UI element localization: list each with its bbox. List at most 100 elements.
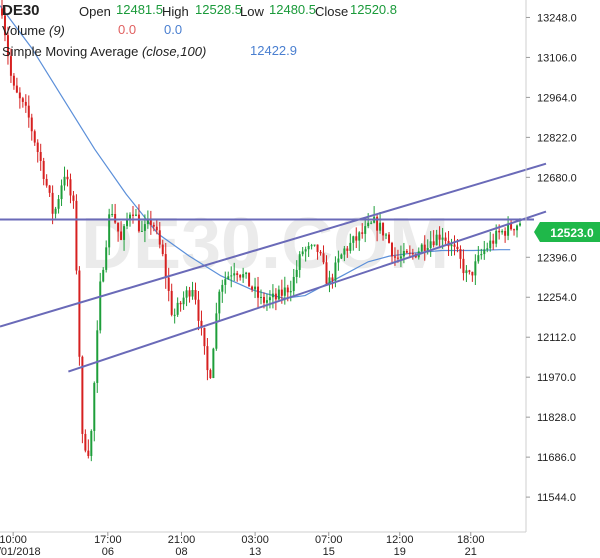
- y-tick-label: 11544.0: [537, 492, 576, 504]
- candle-body: [218, 291, 221, 314]
- candle-body: [393, 256, 396, 258]
- candle-body: [87, 450, 90, 456]
- candle-body: [161, 244, 164, 255]
- candle-body: [390, 242, 393, 257]
- candle-body: [164, 254, 167, 278]
- candle-body: [221, 284, 224, 292]
- price-tag-label: 12523.0: [550, 226, 594, 240]
- sma-param: (close,100): [141, 44, 207, 59]
- candle-body: [140, 230, 143, 232]
- y-tick-label: 12254.0: [537, 292, 577, 304]
- candle-body: [108, 214, 111, 248]
- candle-body: [75, 200, 78, 271]
- trendline[interactable]: [0, 162, 547, 328]
- sma-value: 12422.9: [250, 43, 297, 58]
- y-tick-label: 12112.0: [537, 332, 576, 344]
- candle-body: [173, 314, 176, 316]
- x-tick-date: 19: [394, 546, 406, 558]
- candle-body: [191, 290, 194, 297]
- candle-body: [331, 277, 334, 281]
- x-tick-time: 21:00: [168, 534, 196, 546]
- candle-body: [271, 293, 274, 298]
- candle-body: [504, 231, 507, 236]
- candle-body: [334, 262, 337, 281]
- candle-body: [501, 231, 504, 233]
- candle-body: [1, 8, 3, 16]
- candle-body: [516, 225, 519, 231]
- candle-body: [456, 246, 459, 250]
- candle-body: [155, 226, 158, 231]
- candle-body: [146, 219, 149, 225]
- sma-line: [0, 5, 511, 299]
- candle-body: [167, 277, 170, 291]
- sma-label-text: Simple Moving Average: [2, 44, 139, 59]
- candle-body: [343, 248, 346, 255]
- candle-body: [131, 214, 134, 216]
- x-tick-time: 12:00: [386, 534, 414, 546]
- candle-body: [453, 244, 456, 247]
- y-tick-label: 13106.0: [537, 52, 577, 64]
- candle-body: [337, 258, 340, 263]
- candle-body: [483, 249, 486, 255]
- x-tick-time: 07:00: [315, 534, 343, 546]
- candle-body: [301, 251, 304, 255]
- candle-body: [42, 160, 45, 179]
- candle-body: [126, 220, 129, 227]
- candle-body: [72, 195, 75, 201]
- x-tick-time: 03:00: [241, 534, 269, 546]
- candle-body: [432, 241, 435, 246]
- candle-body: [435, 234, 438, 246]
- candle-body: [498, 230, 501, 233]
- candle-body: [206, 346, 209, 371]
- candle-body: [411, 253, 414, 255]
- candle-body: [158, 230, 161, 245]
- y-tick-label: 11970.0: [537, 372, 576, 384]
- high-value: 12528.5: [195, 2, 242, 17]
- close-value: 12520.8: [350, 2, 397, 17]
- candle-body: [99, 281, 102, 331]
- candle-body: [441, 237, 444, 240]
- candle-body: [182, 297, 185, 305]
- price-tag: 12523.0: [534, 222, 600, 242]
- candle-body: [340, 254, 343, 259]
- candle-body: [102, 269, 105, 282]
- candle-body: [325, 262, 328, 284]
- candle-body: [69, 179, 72, 196]
- candle-body: [257, 286, 260, 298]
- watermark-text: DE30.COM: [81, 204, 449, 284]
- candle-body: [298, 254, 301, 270]
- trendline[interactable]: [68, 210, 547, 373]
- candle-body: [486, 248, 489, 250]
- y-tick-label: 12396.0: [537, 252, 577, 264]
- candle-body: [316, 244, 319, 252]
- candle-body: [120, 231, 123, 240]
- candle-body: [322, 253, 325, 263]
- candle-body: [134, 214, 137, 216]
- x-tick-date: 21: [465, 546, 477, 558]
- candle-body: [495, 230, 498, 244]
- candle-body: [402, 250, 405, 257]
- candle-body: [60, 185, 63, 200]
- candle-body: [54, 208, 57, 214]
- candle-body: [370, 222, 373, 224]
- candle-body: [170, 290, 173, 315]
- candle-body: [262, 296, 265, 303]
- candle-body: [260, 296, 262, 298]
- candle-body: [355, 236, 358, 241]
- candle-body: [93, 382, 96, 431]
- candle-body: [239, 274, 242, 278]
- y-tick-label: 12964.0: [537, 92, 577, 104]
- candle-body: [81, 356, 84, 434]
- candle-body: [513, 229, 516, 231]
- candle-body: [236, 273, 239, 275]
- candle-body: [248, 272, 251, 287]
- sma-label: Simple Moving Average (close,100): [2, 44, 206, 59]
- candle-body: [36, 142, 39, 153]
- candle-body: [3, 15, 6, 36]
- candle-body: [30, 117, 33, 132]
- candle-body: [123, 226, 126, 240]
- candle-body: [277, 289, 280, 300]
- candle-body: [18, 92, 21, 99]
- candle-body: [188, 290, 191, 297]
